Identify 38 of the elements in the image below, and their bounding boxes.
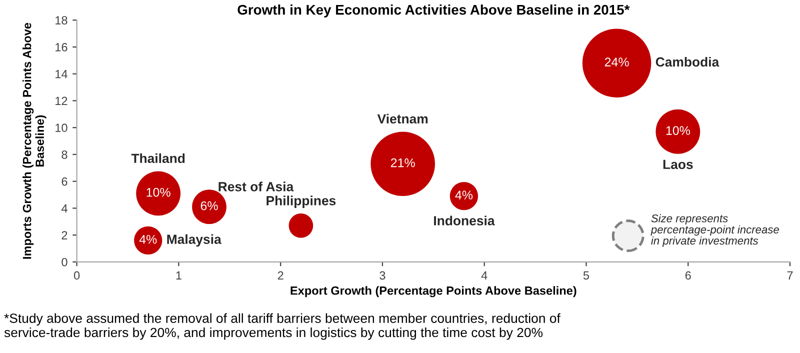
x-tick-label: 2 bbox=[278, 271, 284, 280]
x-tick-label: 3 bbox=[380, 271, 386, 280]
x-tick-label: 5 bbox=[583, 271, 590, 280]
x-tick-label: 4 bbox=[481, 271, 488, 280]
chart-title: Growth in Key Economic Activities Above Baseline in 2015* bbox=[238, 4, 630, 18]
annotation: 4% bbox=[455, 190, 473, 200]
series-label: Philippines bbox=[266, 196, 336, 208]
annotation: 6% bbox=[200, 201, 218, 210]
x-tick-label: 1 bbox=[176, 271, 182, 280]
y-tick-label: 10 bbox=[56, 124, 68, 132]
y-axis-title: Imports Growth (Percentage Points Above Baseline) bbox=[22, 22, 46, 259]
series-label: Thailand bbox=[131, 153, 185, 164]
x-tick-label: 6 bbox=[685, 271, 691, 280]
y-tick-label: 6 bbox=[62, 177, 68, 186]
x-tick-label: 0 bbox=[74, 271, 80, 280]
y-tick-label: 8 bbox=[62, 150, 68, 159]
series-label: Vietnam bbox=[377, 114, 428, 124]
text: *Study above assumed the removal of all tariff barriers between member countries, reduction of service-trade barriers by 20%, and improvements in logistics by cutting the time cost by 20% bbox=[4, 313, 560, 340]
annotation: 21% bbox=[390, 158, 415, 168]
series-label: Indonesia bbox=[434, 216, 495, 226]
annotation: 10% bbox=[146, 188, 170, 197]
y-tick-label: 16 bbox=[56, 43, 68, 52]
y-tick-label: 2 bbox=[62, 231, 68, 240]
series-label: Rest of Asia bbox=[218, 182, 294, 192]
series-label: Cambodia bbox=[656, 56, 720, 67]
y-tick-label: 12 bbox=[56, 96, 68, 105]
y-tick-label: 18 bbox=[56, 16, 68, 25]
annotation: 10% bbox=[666, 126, 690, 135]
x-tick-label: 7 bbox=[787, 271, 793, 280]
annotation: 4% bbox=[139, 234, 157, 244]
annotation: 24% bbox=[604, 58, 629, 66]
series-label: Malaysia bbox=[167, 234, 222, 247]
y-tick-label: 4 bbox=[61, 204, 68, 212]
annotation: Size represents percentage-point increase in private investments bbox=[650, 214, 779, 247]
y-tick-label: 0 bbox=[62, 258, 68, 266]
x-axis-title: Export Growth (Percentage Points Above Baseline) bbox=[290, 286, 576, 298]
series-label: Laos bbox=[663, 160, 693, 170]
y-tick-label: 14 bbox=[56, 70, 68, 78]
